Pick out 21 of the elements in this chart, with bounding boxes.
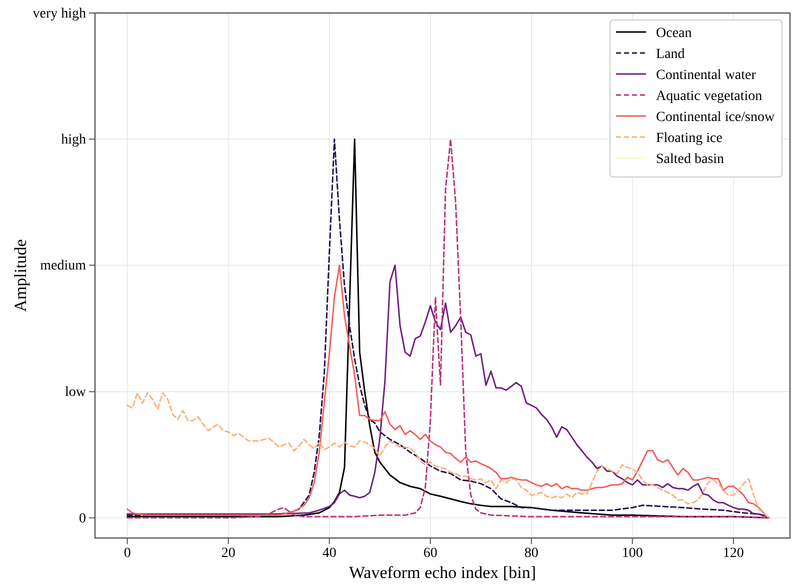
x-tick-label: 40: [322, 546, 336, 561]
legend-label: Continental ice/snow: [656, 110, 776, 125]
x-tick-label: 80: [524, 546, 538, 561]
y-axis-title: Amplitude: [11, 239, 30, 312]
ref-line-label: 0: [79, 511, 86, 526]
x-axis-title: Waveform echo index [bin]: [349, 563, 536, 582]
ref-line-label: very high: [32, 6, 86, 22]
x-tick-label: 0: [124, 546, 131, 561]
legend-label: Ocean: [656, 26, 692, 41]
legend-label: Aquatic vegetation: [656, 89, 762, 104]
x-tick-label: 20: [221, 546, 236, 561]
ref-line-label: high: [61, 132, 86, 148]
legend-label: Floating ice: [656, 131, 722, 146]
x-tick-label: 60: [423, 546, 438, 561]
x-tick-label: 100: [622, 546, 643, 561]
legend-label: Continental water: [656, 68, 756, 83]
ref-line-label: medium: [40, 258, 86, 274]
x-tick-label: 120: [722, 546, 744, 561]
legend-label: Salted basin: [656, 152, 724, 167]
legend-label: Land: [656, 47, 685, 62]
ref-line-label: low: [65, 385, 87, 400]
